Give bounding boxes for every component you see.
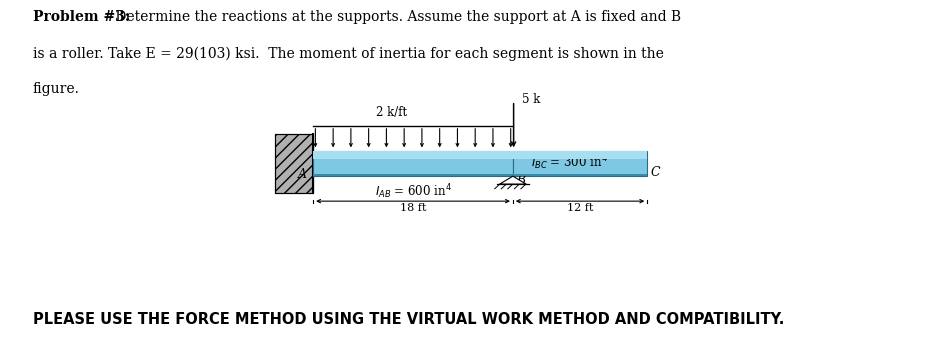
Bar [313, 174, 647, 176]
Text: Problem #3:: Problem #3: [33, 10, 130, 24]
Text: $I_{AB}$ = 600 in$^4$: $I_{AB}$ = 600 in$^4$ [374, 182, 451, 201]
Text: Determine the reactions at the supports. Assume the support at A is fixed and B: Determine the reactions at the supports.… [110, 10, 680, 24]
Text: is a roller. Take E = 29(103) ksi.  The moment of inertia for each segment is sh: is a roller. Take E = 29(103) ksi. The m… [33, 46, 663, 61]
Bar [313, 151, 512, 176]
Text: 18 ft: 18 ft [400, 203, 426, 213]
Text: 2 k/ft: 2 k/ft [375, 106, 406, 119]
Text: C: C [651, 166, 660, 179]
Polygon shape [499, 176, 525, 184]
Text: PLEASE USE THE FORCE METHOD USING THE VIRTUAL WORK METHOD AND COMPATIBILITY.: PLEASE USE THE FORCE METHOD USING THE VI… [33, 312, 783, 327]
Text: A: A [298, 168, 307, 181]
Bar [275, 134, 313, 193]
Text: B: B [515, 173, 524, 186]
Bar [313, 151, 647, 159]
Text: $I_{BC}$ = 300 in$^4$: $I_{BC}$ = 300 in$^4$ [531, 153, 607, 172]
Text: 12 ft: 12 ft [566, 203, 592, 213]
Bar [512, 151, 647, 176]
Text: 5 k: 5 k [521, 93, 540, 106]
Text: figure.: figure. [33, 82, 80, 96]
Bar [275, 134, 313, 193]
